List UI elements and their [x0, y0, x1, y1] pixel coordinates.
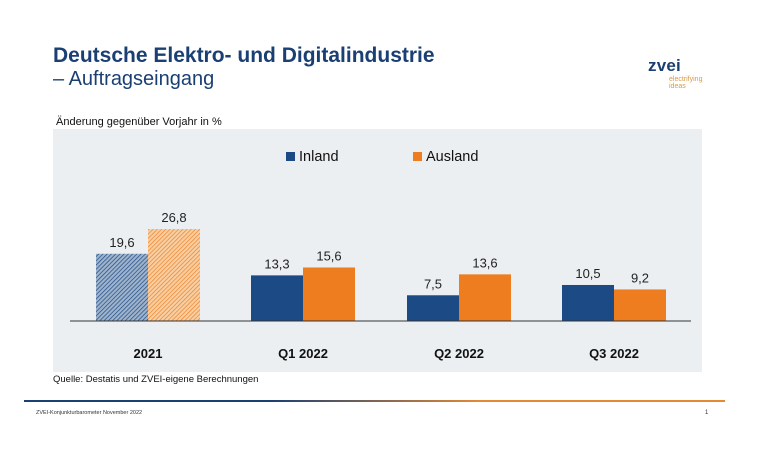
category-label-q2-2022: Q2 2022: [434, 346, 484, 361]
bar-ausland-q2-2022: [459, 274, 511, 321]
legend-label-inland: Inland: [299, 149, 339, 165]
bar-ausland-2021: [148, 229, 200, 321]
category-label-q3-2022: Q3 2022: [589, 346, 639, 361]
source-note: Quelle: Destatis und ZVEI-eigene Berechn…: [53, 374, 259, 385]
page-number: 1: [705, 410, 709, 416]
data-label-inland-q3-2022: 10,5: [575, 266, 600, 281]
legend-swatch-inland: [286, 151, 295, 161]
bar-inland-q2-2022: [407, 295, 459, 321]
data-label-inland-q2-2022: 7,5: [424, 276, 442, 291]
zvei-logo: zvei electrifying ideas: [648, 57, 702, 90]
footer-divider: [24, 400, 725, 402]
legend-item-inland: Inland: [286, 149, 339, 165]
logo-tagline-1: electrifying: [669, 76, 703, 83]
data-label-ausland-q2-2022: 13,6: [472, 255, 497, 270]
bar-inland-q3-2022: [562, 284, 614, 321]
category-label-q1-2022: Q1 2022: [278, 346, 328, 361]
data-label-inland-2021: 19,6: [109, 235, 134, 250]
bar-ausland-q3-2022: [614, 289, 666, 321]
data-label-ausland-q3-2022: 9,2: [631, 270, 649, 285]
bar-inland-q1-2022: [251, 275, 303, 321]
category-label-2021: 2021: [134, 346, 163, 361]
data-label-ausland-q1-2022: 15,6: [316, 248, 341, 263]
legend-label-ausland: Ausland: [426, 149, 479, 165]
bar-inland-2021: [96, 253, 148, 321]
footer-note: ZVEI-Konjunkturbarometer November 2022: [36, 410, 143, 416]
logo-tagline-2: ideas: [669, 83, 686, 90]
page-title: Deutsche Elektro- und Digitalindustrie: [53, 44, 435, 67]
legend-swatch-ausland: [413, 151, 422, 161]
y-axis-unit-label: Änderung gegenüber Vorjahr in %: [56, 116, 222, 128]
bar-ausland-q1-2022: [303, 267, 355, 321]
logo-word: zvei: [648, 56, 681, 75]
legend-item-ausland: Ausland: [413, 149, 478, 165]
data-label-inland-q1-2022: 13,3: [264, 256, 289, 271]
page-subtitle: – Auftragseingang: [53, 68, 215, 90]
data-label-ausland-2021: 26,8: [161, 210, 186, 225]
